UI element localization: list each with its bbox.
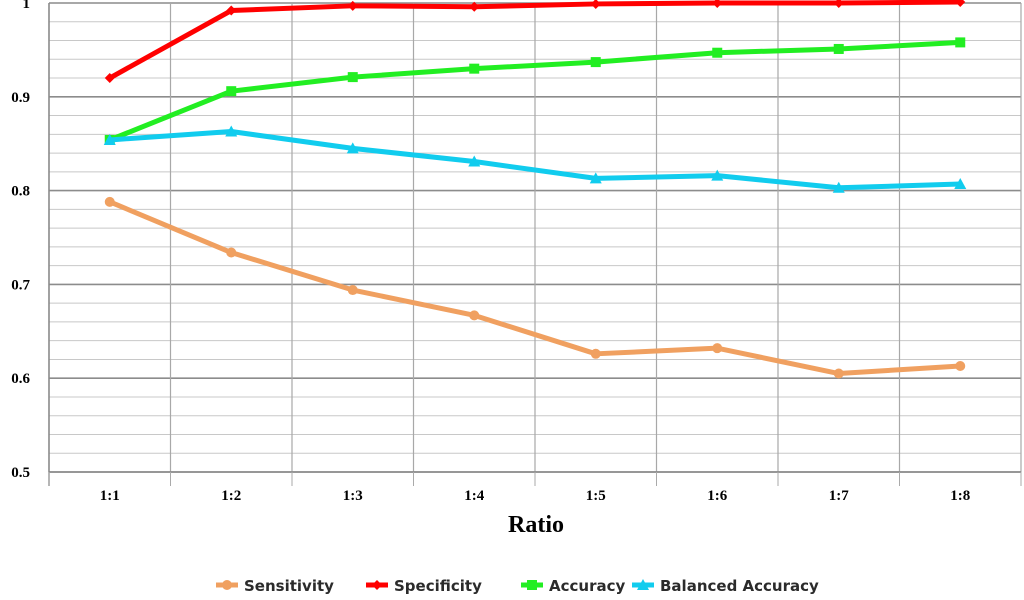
data-point-sensitivity (955, 361, 966, 372)
legend-item-balanced-accuracy: Balanced Accuracy (632, 577, 819, 595)
series-lines (103, 0, 967, 379)
data-point-specificity (955, 0, 966, 8)
x-tick-label: 1:7 (829, 488, 849, 504)
data-point-accuracy (955, 37, 966, 48)
x-tick-label: 1:2 (221, 488, 241, 504)
legend-swatch-marker (637, 579, 649, 590)
data-point-balanced-accuracy (225, 125, 238, 137)
legend-label: Sensitivity (244, 577, 334, 595)
data-point-accuracy (590, 57, 601, 68)
series-line-specificity (107, 0, 963, 81)
data-point-accuracy (469, 63, 480, 74)
legend-label: Specificity (394, 577, 482, 595)
legend-item-sensitivity: Sensitivity (216, 577, 334, 595)
data-point-balanced-accuracy (589, 172, 602, 184)
y-tick-label: 0.5 (11, 465, 30, 481)
grid-lines (48, 2, 1022, 486)
data-point-accuracy (833, 43, 844, 54)
data-point-sensitivity (226, 247, 237, 258)
data-point-sensitivity (590, 348, 601, 359)
data-point-specificity (712, 0, 723, 8)
data-point-sensitivity (833, 368, 844, 379)
series-specificity (104, 0, 966, 84)
legend-item-specificity: Specificity (366, 577, 482, 595)
data-point-sensitivity (104, 196, 115, 207)
legend-label: Accuracy (549, 577, 625, 595)
series-line-sensitivity (107, 199, 963, 377)
x-tick-label: 1:4 (464, 488, 484, 504)
y-tick-label: 0.9 (11, 90, 30, 106)
data-point-accuracy (712, 47, 723, 58)
data-point-specificity (226, 5, 237, 16)
x-tick-label: 1:3 (343, 488, 363, 504)
y-tick-label: 0.6 (11, 371, 30, 387)
data-point-accuracy (347, 72, 358, 83)
series-line-balanced-accuracy (107, 129, 963, 191)
series-sensitivity (104, 196, 966, 379)
series-line-accuracy (107, 39, 963, 143)
y-tick-label: 0.7 (11, 277, 30, 293)
data-point-balanced-accuracy (954, 178, 967, 190)
data-point-specificity (347, 0, 358, 11)
y-tick-label: 1 (23, 0, 31, 12)
y-tick-label: 0.8 (11, 184, 30, 200)
data-point-balanced-accuracy (468, 155, 481, 167)
x-axis-title: Ratio (508, 512, 564, 538)
x-tick-label: 1:8 (950, 488, 970, 504)
data-point-specificity (590, 0, 601, 9)
data-point-accuracy (226, 86, 237, 97)
data-point-balanced-accuracy (103, 133, 116, 145)
x-tick-label: 1:5 (586, 488, 606, 504)
data-point-sensitivity (469, 310, 480, 321)
data-point-balanced-accuracy (711, 169, 724, 181)
x-tick-label: 1:1 (100, 488, 120, 504)
legend-item-accuracy: Accuracy (521, 577, 625, 595)
data-point-specificity (104, 73, 115, 84)
data-point-sensitivity (347, 285, 358, 296)
data-point-balanced-accuracy (832, 181, 845, 193)
legend: Sensitivity Specificity Accuracy Balanced A… (216, 577, 819, 595)
series-balanced-accuracy (103, 125, 967, 193)
data-point-balanced-accuracy (346, 142, 359, 154)
data-point-specificity (833, 0, 844, 8)
data-point-sensitivity (712, 343, 723, 354)
legend-swatch-marker (527, 580, 537, 590)
legend-swatch-marker (222, 580, 232, 590)
legend-swatch-marker (372, 580, 382, 590)
x-axis-ticks: 1:1 1:2 1:3 1:4 1:5 1:6 1:7 1:8 (100, 488, 971, 504)
legend-label: Balanced Accuracy (660, 577, 819, 595)
data-point-specificity (469, 1, 480, 12)
x-tick-label: 1:6 (707, 488, 727, 504)
y-axis-ticks: 0.5 0.6 0.7 0.8 0.9 1 (11, 0, 30, 481)
